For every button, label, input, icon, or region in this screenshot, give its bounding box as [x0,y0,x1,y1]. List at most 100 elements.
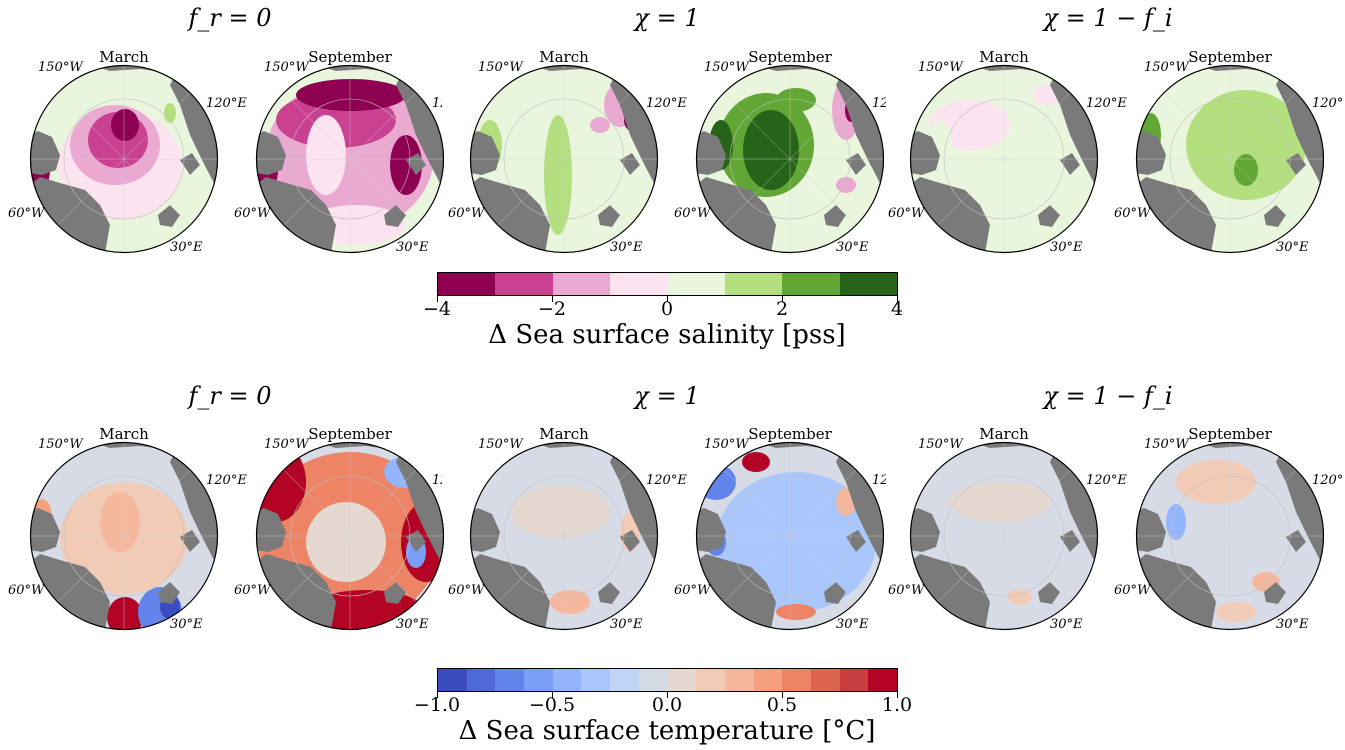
land-mass [384,582,406,604]
anomaly-region [1176,460,1256,504]
colorbar-tick-label: 2 [775,298,789,320]
lon-label-60w: 60°W [888,206,925,221]
lon-label-60w: 60°W [888,583,925,598]
month-label: September [748,425,832,443]
anomaly-region [1186,90,1306,200]
colorbar-swatch [696,669,725,691]
colorbar-tick-label: 0.0 [651,694,683,716]
month-label: March [539,425,589,443]
lon-label-30e: 30°E [836,617,869,632]
land-mass [1038,205,1060,227]
colorbar-tick-mark [552,296,553,302]
map-boundary [255,441,445,631]
graticule-line [1155,84,1305,234]
land-mass [406,530,426,552]
lon-label-30e: 30°E [610,617,643,632]
graticule-line [1155,461,1305,611]
map-boundary [1135,441,1325,631]
colorbar-swatch [724,273,783,295]
anomaly-region [950,482,1050,522]
colorbar-swatch [466,669,496,691]
anomaly-region [107,597,143,630]
colorbar-tick-mark [897,692,898,698]
map-sss-fr0-march [29,64,219,254]
graticule-line [275,84,425,234]
graticule-line [489,84,639,234]
graticule-line [49,461,199,611]
land-mass [696,131,726,175]
map-boundary [29,64,219,254]
anomaly-region [776,604,816,620]
anomaly-region [1166,504,1186,540]
lon-label-60w: 60°W [8,206,45,221]
land-mass [696,508,726,552]
lon-label-60w: 60°W [1114,206,1151,221]
land-mass [1264,582,1286,604]
map-boundary [29,441,219,631]
anomaly-region [776,88,816,112]
colorbar-swatch [552,273,611,295]
colorbar-swatch [667,273,725,295]
map-boundary [695,441,885,631]
map-sst-fr0-september [255,441,445,631]
graticule-line [49,84,199,234]
map-sst-chi1-september [695,441,885,631]
lon-label-30e: 30°E [1050,240,1083,255]
lon-label-120e: 120°E [1086,473,1127,488]
colorbar-tick-label: 1.0 [881,694,913,716]
colorbar-tick-label: −1.0 [413,694,461,716]
land-mass [846,530,866,552]
lon-label-150w: 150°W [704,437,749,452]
lon-label-120e: 120°E [646,473,687,488]
land-mass [256,131,286,175]
land-mass [910,508,940,552]
lon-label-120e: 120°E [872,96,886,111]
land-mass [30,508,60,552]
colorbar-tick-mark [667,296,668,302]
land-mass [1264,205,1286,227]
colorbar-tick-mark [782,692,783,698]
lon-label-30e: 30°E [396,240,429,255]
lon-label-150w: 150°W [38,437,83,452]
map-sss-fr0-september [255,64,445,254]
colorbar-swatch [782,273,840,295]
graticule-line [489,461,639,611]
colorbar-swatch [810,669,840,691]
colorbar-tick-mark [782,296,783,302]
land-mass [620,153,640,175]
month-label: September [308,425,392,443]
colorbar-tick-label: −0.5 [528,694,576,716]
graticule-line [715,84,865,234]
group-title-fr0-sst: f_r = 0 [188,382,272,410]
map-boundary [1135,64,1325,254]
group-title-chi1fi-sss: χ = 1 − f_i [1043,4,1173,32]
anomaly-region [1008,589,1032,605]
colorbar-swatch [638,669,668,691]
anomaly-region [306,115,346,195]
lon-label-120e: 120°E [1086,96,1127,111]
anomaly-region [390,135,422,195]
land-mass [846,153,866,175]
anomaly-region [696,464,736,500]
lon-label-60w: 60°W [674,206,711,221]
colorbar-swatch [839,273,897,295]
lon-label-30e: 30°E [610,240,643,255]
land-mass [158,582,180,604]
graticule-line [929,84,1079,234]
lon-label-120e: 120°E [872,473,886,488]
lon-label-60w: 60°W [234,206,271,221]
map-sst-chi1fi-september [1135,441,1325,631]
lon-label-120e: 120°E [1312,473,1342,488]
map-boundary [909,441,1099,631]
land-mass [598,582,620,604]
group-title-chi1fi-sst: χ = 1 − f_i [1043,382,1173,410]
land-mass [910,131,940,175]
colorbar-tick-label: 0 [660,298,674,320]
lon-label-150w: 150°W [478,437,523,452]
map-sss-chi1-march [469,64,659,254]
lon-label-120e: 120°E [432,473,442,488]
anomaly-region [590,117,610,133]
land-mass [470,131,500,175]
lon-label-30e: 30°E [1276,617,1309,632]
colorbar-tick-mark [437,296,438,302]
